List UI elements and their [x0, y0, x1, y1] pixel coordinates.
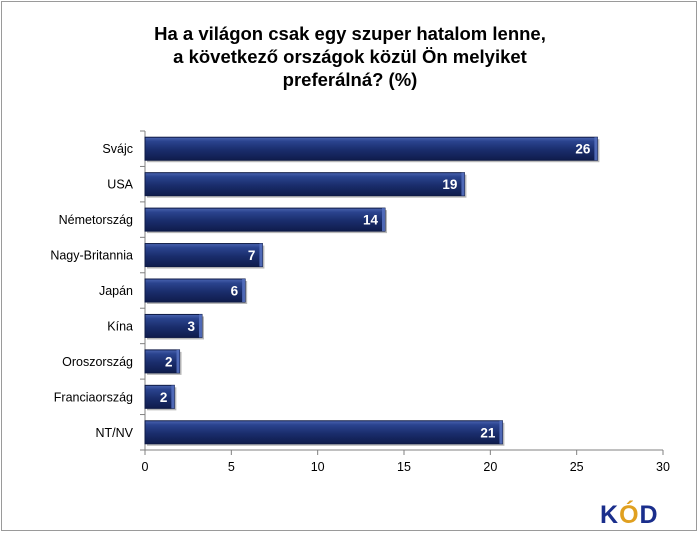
bar-nagy-britannia: [144, 243, 263, 268]
x-tick-label: 10: [311, 460, 325, 474]
data-label: 21: [480, 425, 496, 440]
x-tick-label: 5: [228, 460, 235, 474]
bar-end-cap: [382, 208, 386, 232]
bar-usa: [144, 172, 465, 197]
x-tick-label: 0: [142, 460, 149, 474]
category-label: Kína: [107, 319, 133, 333]
data-label: 19: [442, 177, 457, 192]
bar-end-cap: [242, 279, 246, 302]
x-tick-label: 15: [397, 460, 411, 474]
bar-end-cap: [171, 385, 175, 409]
kod-logo: KÓD: [600, 502, 659, 528]
data-label: 6: [231, 284, 239, 299]
logo-letter-o: Ó: [619, 501, 640, 529]
category-label: Svájc: [102, 142, 133, 156]
bar-end-cap: [594, 137, 598, 161]
bar-end-cap: [461, 172, 465, 196]
category-label: Németország: [59, 213, 133, 227]
x-tick-label: 30: [656, 460, 670, 474]
bar-end-cap: [499, 420, 503, 444]
category-label: Oroszország: [62, 355, 133, 369]
data-label: 3: [187, 319, 195, 334]
logo-letter-d: D: [639, 501, 659, 529]
title-line-1: Ha a világon csak egy szuper hatalom len…: [154, 23, 546, 44]
x-tick-label: 25: [570, 460, 584, 474]
title-line-3: preferálná? (%): [282, 69, 418, 90]
category-label: Japán: [99, 284, 133, 298]
bar-svájc: [144, 136, 598, 161]
bar-end-cap: [176, 349, 180, 373]
x-tick-label: 20: [483, 460, 497, 474]
data-label: 14: [363, 213, 379, 228]
data-label: 2: [160, 390, 168, 405]
category-label: USA: [107, 178, 133, 192]
bar-oroszország: [144, 349, 181, 374]
data-label: 7: [248, 248, 256, 263]
bar-end-cap: [259, 243, 263, 267]
chart-title: Ha a világon csak egy szuper hatalom len…: [0, 22, 700, 91]
data-label: 2: [165, 354, 173, 369]
logo-letter-k: K: [600, 501, 620, 529]
bar-németország: [144, 207, 386, 232]
category-label: Nagy-Britannia: [50, 249, 133, 263]
bar-nt-nv: [144, 420, 503, 445]
title-line-2: a következő országok közül Ön melyiket: [173, 46, 527, 67]
data-label: 26: [575, 142, 591, 157]
bar-end-cap: [198, 314, 202, 338]
category-label: NT/NV: [96, 426, 134, 440]
category-label: Franciaország: [54, 390, 133, 404]
